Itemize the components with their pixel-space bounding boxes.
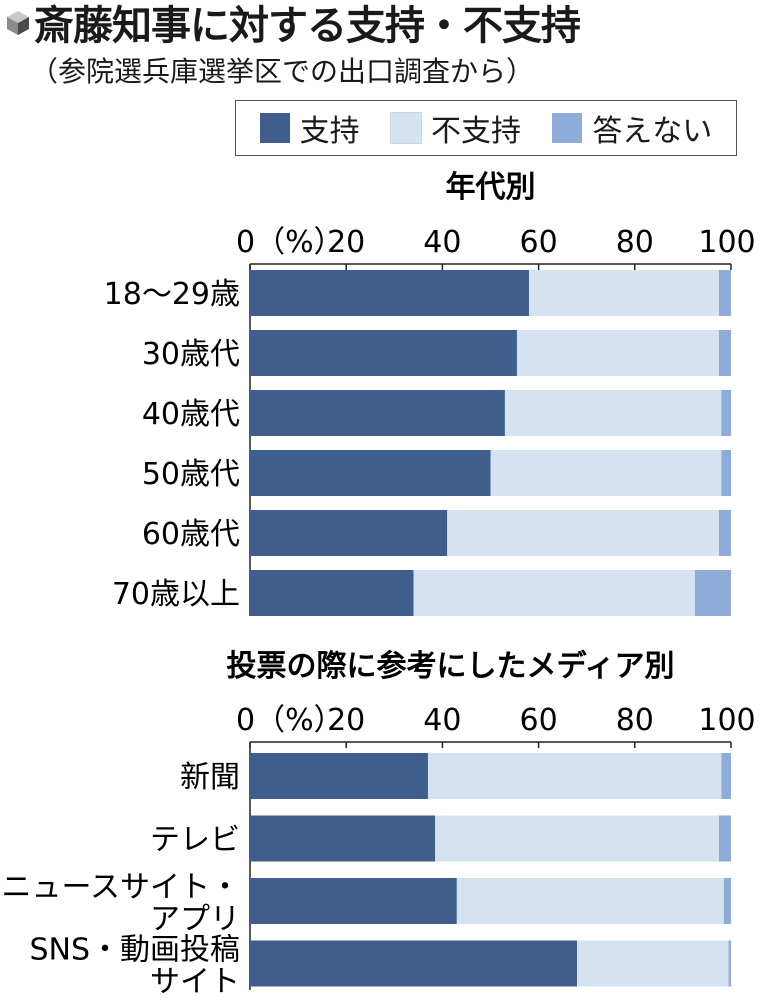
category-label: 18〜29歳 (104, 277, 240, 312)
bar-segment-support (250, 450, 491, 496)
bar-segment-no-answer (694, 570, 731, 616)
bar-segment-support (250, 270, 529, 316)
bar-segment-nonsupport (504, 390, 722, 436)
bar-segment-nonsupport (435, 815, 719, 862)
bar-segment-support (250, 940, 578, 987)
bar-segment-nonsupport (516, 330, 719, 376)
legend-label: 答えない (592, 114, 713, 149)
category-label: 新聞 (180, 760, 240, 795)
legend-label: 不支持 (430, 114, 521, 149)
bar-segment-no-answer (718, 815, 731, 862)
legend-item-support: 支持 (259, 106, 360, 150)
category-label: 60歳代 (142, 517, 240, 552)
legend-swatch (552, 113, 583, 143)
tick-label: 20 (327, 703, 365, 738)
tick-label: 60 (520, 225, 558, 260)
bar-segment-no-answer (718, 330, 731, 376)
bar-segment-support (250, 510, 448, 556)
bar-segment-no-answer (721, 390, 731, 436)
tick-label: 20 (327, 225, 365, 260)
tick-label: 80 (616, 225, 654, 260)
category-label: 50歳代 (142, 457, 240, 492)
legend-label: 支持 (299, 114, 360, 149)
bar-segment-nonsupport (447, 510, 719, 556)
category-label: 30歳代 (142, 337, 240, 372)
bar-segment-support (250, 815, 436, 862)
legend-swatch (389, 112, 422, 144)
bar-segment-support (250, 390, 505, 436)
category-label: SNS・動画投稿 (29, 933, 240, 968)
legend-item-nonsupport: 不支持 (389, 106, 521, 150)
chart-subtitle: （参院選兵庫選挙区での出口調査から） (30, 55, 535, 88)
bar-segment-support (250, 330, 517, 376)
tick-label: 0（%） (236, 225, 344, 260)
bar-segment-support (250, 753, 428, 799)
legend: 支持 不支持 答えない (235, 100, 737, 156)
section-title-age: 年代別 (446, 170, 536, 205)
bar-segment-nonsupport (427, 753, 722, 799)
category-label: テレビ (150, 823, 240, 858)
bar-segment-nonsupport (490, 450, 722, 496)
tick-label: 40 (423, 225, 461, 260)
bar-segment-nonsupport (456, 878, 724, 924)
bar-segment-nonsupport (577, 940, 729, 987)
cube-icon (7, 11, 29, 35)
bar-segment-no-answer (718, 510, 731, 556)
bar-segment-no-answer (721, 450, 731, 496)
tick-label: 40 (423, 703, 461, 738)
section-title-media: 投票の際に参考にしたメディア別 (227, 649, 675, 684)
bar-segment-no-answer (723, 878, 731, 924)
category-label: サイト (150, 965, 240, 1000)
bar-segment-support (250, 570, 414, 616)
bar-segment-support (250, 878, 457, 924)
tick-label: 0（%） (236, 703, 344, 738)
chart-title: 斎藤知事に対する支持・不支持 (34, 3, 581, 49)
bar-segment-no-answer (721, 753, 731, 799)
bar-segment-nonsupport (413, 570, 695, 616)
tick-label: 100 (698, 225, 755, 260)
category-label: 70歳以上 (112, 577, 240, 612)
category-label: 40歳代 (142, 397, 240, 432)
bar-segment-no-answer (718, 270, 731, 316)
legend-swatch (259, 113, 290, 143)
category-label: アプリ (150, 902, 240, 937)
tick-label: 100 (698, 703, 755, 738)
category-label: ニュースサイト・ (2, 870, 241, 905)
bar-segment-nonsupport (528, 270, 719, 316)
tick-label: 80 (616, 703, 654, 738)
bar-segment-no-answer (728, 940, 731, 987)
legend-item-no-answer: 答えない (552, 106, 712, 150)
tick-label: 60 (520, 703, 558, 738)
